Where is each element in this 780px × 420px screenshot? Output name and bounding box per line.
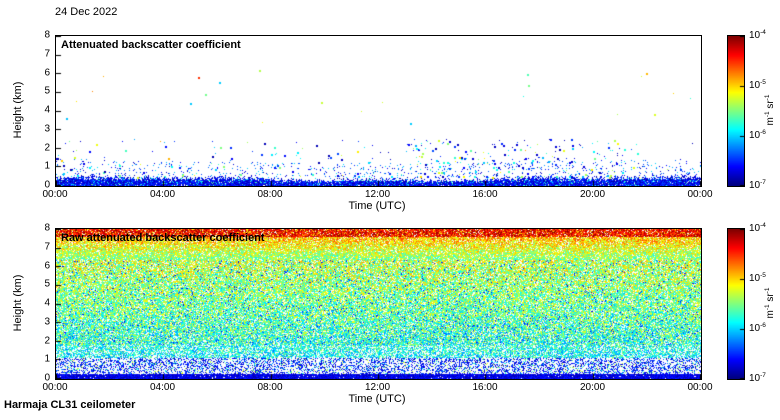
y-tick-label: 1 — [44, 353, 50, 365]
panel1-title: Attenuated backscatter coefficient — [61, 39, 241, 51]
date-label: 24 Dec 2022 — [55, 6, 118, 18]
colorbar-tick-label: 10-7 — [749, 371, 766, 385]
y-tick-label: 0 — [44, 372, 50, 384]
y-tick-label: 3 — [44, 123, 50, 135]
y-tick-label: 5 — [44, 85, 50, 97]
panel2-x-axis-label: Time (UTC) — [348, 393, 406, 405]
y-tick-label: 6 — [44, 260, 50, 271]
y-tick-label: 3 — [44, 316, 50, 328]
colorbar-tick-label: 10-6 — [749, 128, 766, 142]
x-tick-label: 16:00 — [472, 189, 498, 200]
raw-attenuated-backscatter-heatmap — [55, 228, 702, 380]
colorbar-tick-label: 10-5 — [749, 78, 766, 92]
colorbar-panel1 — [727, 35, 745, 187]
colorbar2-unit-label: m-1 sr-1 — [763, 287, 777, 319]
y-tick-label: 7 — [44, 241, 50, 253]
colorbar-tick-label: 10-5 — [749, 271, 766, 285]
x-tick-label: 00:00 — [687, 189, 713, 200]
x-tick-label: 00:00 — [42, 382, 68, 393]
y-tick-label: 4 — [44, 104, 50, 116]
colorbar1-unit-label: m-1 sr-1 — [763, 94, 777, 126]
colorbar-tick-label: 10-4 — [749, 28, 766, 42]
y-tick-label: 7 — [44, 48, 50, 60]
x-tick-label: 08:00 — [257, 189, 283, 200]
x-tick-label: 08:00 — [257, 382, 283, 393]
colorbar-tick-label: 10-6 — [749, 321, 766, 335]
x-tick-label: 20:00 — [579, 189, 606, 200]
panel1-x-axis-label: Time (UTC) — [348, 200, 406, 212]
y-tick-label: 5 — [44, 278, 50, 290]
y-tick-label: 8 — [44, 29, 50, 41]
panel2-title: Raw attenuated backscatter coefficient — [61, 232, 265, 244]
x-tick-label: 12:00 — [364, 189, 391, 200]
colorbar-tick-label: 10-7 — [749, 178, 766, 192]
colorbar-panel2 — [727, 228, 745, 380]
panel1-y-axis-label: Height (km) — [12, 81, 24, 139]
y-tick-label: 0 — [44, 179, 50, 191]
x-tick-label: 04:00 — [149, 189, 176, 200]
x-tick-label: 04:00 — [149, 382, 176, 393]
colorbar-tick-label: 10-4 — [749, 221, 766, 235]
x-tick-label: 16:00 — [472, 382, 498, 393]
x-tick-label: 20:00 — [579, 382, 606, 393]
y-tick-label: 8 — [44, 222, 50, 234]
x-tick-label: 00:00 — [42, 189, 68, 200]
y-tick-label: 1 — [44, 160, 50, 172]
x-tick-label: 12:00 — [364, 382, 391, 393]
x-tick-label: 00:00 — [687, 382, 713, 393]
y-tick-label: 2 — [44, 335, 50, 346]
y-tick-label: 4 — [44, 297, 50, 309]
y-tick-label: 2 — [44, 142, 50, 153]
panel2-y-axis-label: Height (km) — [12, 274, 24, 332]
y-tick-label: 6 — [44, 67, 50, 78]
instrument-label: Harmaja CL31 ceilometer — [4, 399, 136, 411]
attenuated-backscatter-heatmap — [55, 35, 702, 187]
